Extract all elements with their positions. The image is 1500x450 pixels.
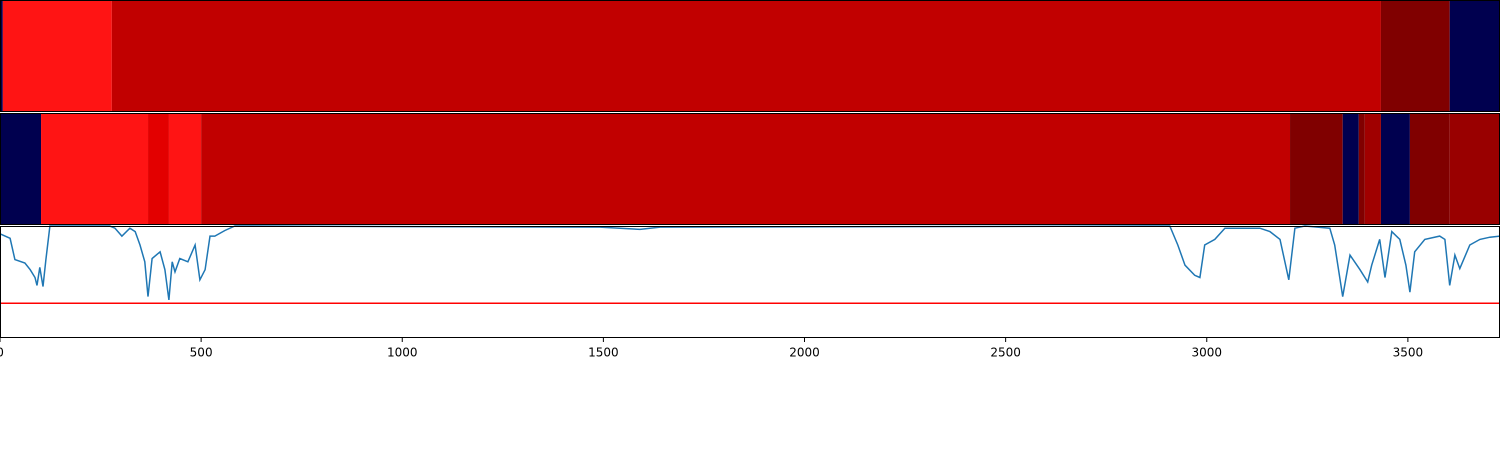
segment (1449, 113, 1500, 225)
segment (1364, 113, 1381, 225)
x-tick-label: 2000 (789, 346, 820, 360)
segment (41, 113, 149, 225)
segment (201, 113, 1291, 225)
segment (1342, 113, 1359, 225)
segment (1358, 113, 1365, 225)
segment (148, 113, 169, 225)
x-tick-label: 0 (0, 346, 4, 360)
segment (1449, 0, 1500, 112)
segment (1409, 113, 1450, 225)
x-tick-label: 500 (190, 346, 213, 360)
x-tick-label: 2500 (990, 346, 1021, 360)
segment (0, 113, 42, 225)
x-tick-label: 1000 (387, 346, 418, 360)
panel-frame (0, 226, 1500, 338)
x-tick-label: 3000 (1191, 346, 1222, 360)
segment (1380, 113, 1410, 225)
segment (111, 0, 1381, 112)
x-tick-label: 3500 (1393, 346, 1424, 360)
segment (1380, 0, 1450, 112)
x-tick-label: 1500 (588, 346, 619, 360)
segment (0, 0, 3, 112)
segment (168, 113, 202, 225)
segment (1290, 113, 1343, 225)
segment (2, 0, 112, 112)
data-line (0, 225, 1500, 300)
